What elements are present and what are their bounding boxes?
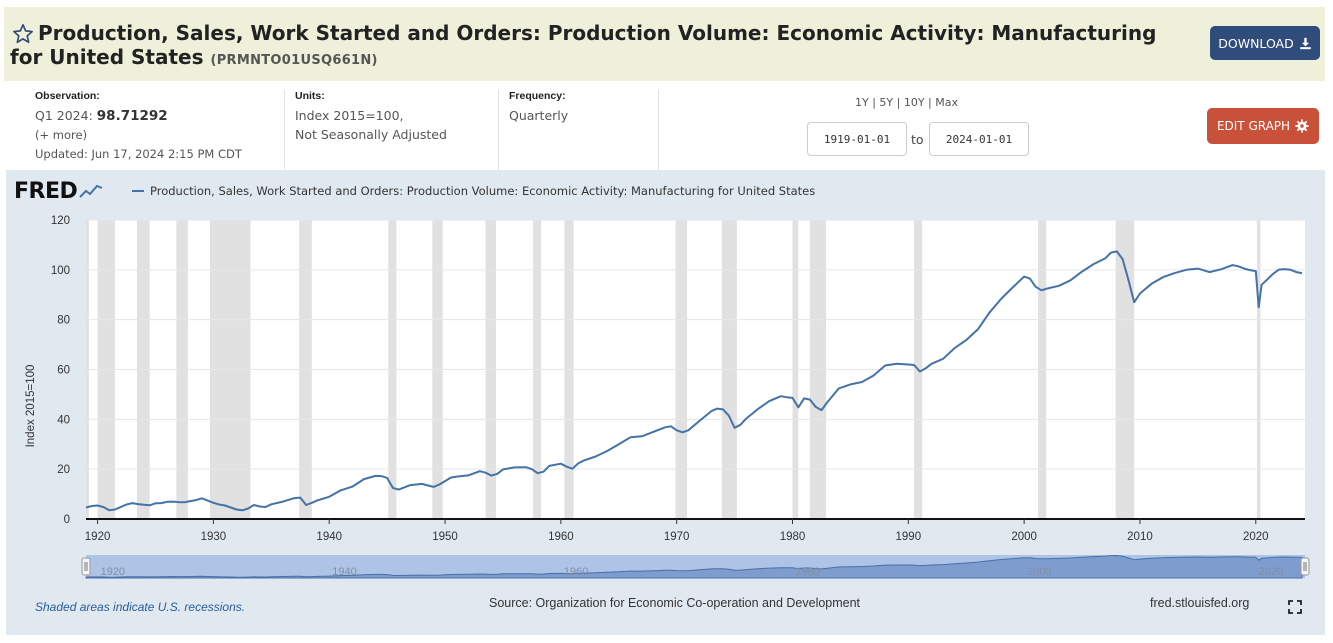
range-links: 1Y | 5Y | 10Y | Max: [855, 96, 959, 109]
series-title-text: Production, Sales, Work Started and Orde…: [10, 21, 1157, 69]
x-tick-label: 2010: [1127, 531, 1153, 543]
observation-block: Observation: Q1 2024: 98.71292 (+ more) …: [35, 90, 275, 170]
observation-period: Q1 2024:: [35, 108, 93, 123]
units-label: Units:: [295, 90, 325, 102]
star-outline-icon[interactable]: [12, 23, 34, 45]
navigator-series-area: [85, 554, 1303, 579]
x-tick-label: 2000: [1011, 531, 1037, 543]
y-tick-label: 120: [51, 215, 70, 227]
download-label: DOWNLOAD: [1218, 35, 1294, 51]
title-band: Production, Sales, Work Started and Orde…: [4, 7, 1325, 81]
navigator-handle[interactable]: [81, 557, 91, 576]
fred-url-link[interactable]: fred.stlouisfed.org: [1150, 596, 1250, 610]
range-1y-link[interactable]: 1Y: [855, 96, 869, 109]
series-line: [85, 250, 1303, 512]
to-label: to: [911, 132, 924, 147]
range-10y-link[interactable]: 10Y: [903, 96, 925, 109]
observation-value: 98.71292: [96, 108, 168, 124]
y-tick-label: 20: [57, 464, 70, 476]
legend-swatch: [132, 190, 144, 192]
chart-legend: Production, Sales, Work Started and Orde…: [132, 184, 815, 198]
y-tick-label: 0: [64, 514, 70, 526]
divider: [284, 90, 285, 170]
x-tick-label: 1970: [664, 531, 690, 543]
download-button[interactable]: DOWNLOAD: [1210, 26, 1320, 60]
y-axis-title: Index 2015=100: [25, 364, 37, 448]
gear-icon: [1295, 119, 1309, 133]
range-5y-link[interactable]: 5Y: [879, 96, 894, 109]
navigator-tick-label: 1940: [332, 566, 356, 578]
end-date-input[interactable]: 2024-01-01: [929, 122, 1029, 156]
x-tick-label: 1980: [780, 531, 806, 543]
edit-graph-label: EDIT GRAPH: [1216, 119, 1291, 133]
frequency-label: Frequency:: [509, 90, 566, 102]
navigator-tick-label: 1960: [564, 566, 588, 578]
chart-svg: 0 20 40 60 80 100 120 1920 1930 1940 1950 1960 1970 1…: [51, 215, 1310, 579]
edit-graph-button[interactable]: EDIT GRAPH: [1207, 108, 1319, 144]
y-tick-label: 40: [57, 414, 70, 426]
x-tick-label: 1940: [316, 531, 342, 543]
fullscreen-icon[interactable]: [1288, 600, 1302, 614]
fred-logo[interactable]: FRED: [14, 179, 103, 204]
x-tick-label: 1930: [201, 531, 227, 543]
recession-note[interactable]: Shaded areas indicate U.S. recessions.: [35, 600, 246, 614]
download-icon: [1299, 37, 1311, 49]
range-max-link[interactable]: Max: [935, 96, 959, 109]
more-link[interactable]: (+ more): [35, 128, 88, 142]
observation-line: Q1 2024: 98.71292: [35, 106, 275, 126]
x-tick-label: 1950: [432, 531, 458, 543]
units-block: Units: Index 2015=100, Not Seasonally Ad…: [295, 90, 495, 170]
navigator-tick-label: 1980: [795, 566, 819, 578]
x-tick-label: 1920: [85, 531, 111, 543]
series-id: (PRMNTO01USQ661N): [210, 53, 378, 68]
fred-logo-text: FRED: [14, 179, 78, 204]
y-tick-label: 60: [57, 365, 70, 377]
navigator-handle[interactable]: [1300, 557, 1310, 576]
navigator-tick-label: 2020: [1259, 566, 1283, 578]
chart-panel: 0 20 40 60 80 100 120 1920 1930 1940 1950 1960 1970 1…: [6, 170, 1325, 635]
navigator-tick-label: 2000: [1027, 566, 1051, 578]
divider: [658, 90, 659, 170]
units-line1: Index 2015=100,: [295, 108, 404, 123]
start-date-input[interactable]: 1919-01-01: [807, 122, 907, 156]
y-tick-label: 80: [57, 315, 70, 327]
series-title: Production, Sales, Work Started and Orde…: [10, 21, 1190, 73]
legend-label: Production, Sales, Work Started and Orde…: [150, 184, 816, 198]
y-tick-label: 100: [51, 265, 70, 277]
updated-text: Updated: Jun 17, 2024 2:15 PM CDT: [35, 147, 242, 161]
divider: [498, 90, 499, 170]
x-tick-label: 1990: [896, 531, 922, 543]
source-text: Source: Organization for Economic Co-ope…: [489, 596, 861, 610]
units-line2: Not Seasonally Adjusted: [295, 127, 447, 142]
frequency-block: Frequency: Quarterly: [509, 90, 649, 170]
navigator-tick-label: 1920: [101, 566, 125, 578]
observation-label: Observation:: [35, 90, 100, 102]
fred-logo-graph-icon: [79, 184, 103, 198]
x-tick-label: 1960: [548, 531, 574, 543]
frequency-value: Quarterly: [509, 108, 569, 123]
x-tick-label: 2020: [1243, 531, 1269, 543]
